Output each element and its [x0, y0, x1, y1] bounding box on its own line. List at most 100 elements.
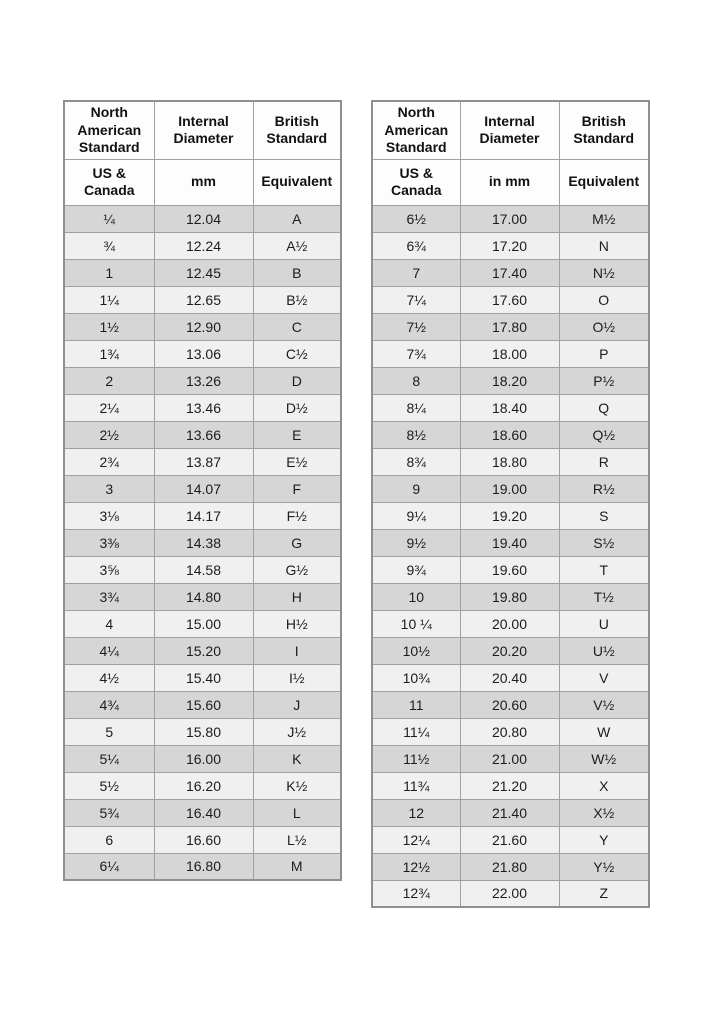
table-cell: T: [558, 555, 650, 584]
table-cell: 21.80: [459, 852, 560, 881]
table-cell: 9¾: [371, 555, 461, 584]
table-row: 2¾ 13.87 E½: [63, 447, 342, 476]
table-cell: 3⅝: [63, 555, 155, 584]
table-cell: G½: [252, 555, 342, 584]
table-cell: E: [252, 420, 342, 449]
subheader-equivalent: Equivalent: [558, 158, 650, 206]
table-row: 11¾ 21.20 X: [371, 771, 650, 800]
column-header-north-american-standard: North American Standard: [371, 100, 461, 160]
table-cell: K½: [252, 771, 342, 800]
table-cell: 9½: [371, 528, 461, 557]
column-header-british-standard: British Standard: [558, 100, 650, 160]
table-cell: G: [252, 528, 342, 557]
table-cell: 14.80: [153, 582, 254, 611]
column-header-north-american-standard: North American Standard: [63, 100, 155, 160]
table-cell: 12.24: [153, 231, 254, 260]
subheader-row: US & Canada mm Equivalent: [63, 158, 342, 206]
table-cell: 8¼: [371, 393, 461, 422]
table-cell: 6: [63, 825, 155, 854]
table-cell: R½: [558, 474, 650, 503]
table-cell: 2¾: [63, 447, 155, 476]
table-row: 8 18.20 P½: [371, 366, 650, 395]
table-row: 6½ 17.00 M½: [371, 204, 650, 233]
table-cell: C: [252, 312, 342, 341]
table-cell: 11½: [371, 744, 461, 773]
table-row: 2¼ 13.46 D½: [63, 393, 342, 422]
table-cell: 8½: [371, 420, 461, 449]
table-row: 3⅜ 14.38 G: [63, 528, 342, 557]
table-cell: 2½: [63, 420, 155, 449]
table-cell: 20.20: [459, 636, 560, 665]
table-row: 3 14.07 F: [63, 474, 342, 503]
table-cell: ¼: [63, 204, 155, 233]
table-cell: 11: [371, 690, 461, 719]
table-cell: E½: [252, 447, 342, 476]
subheader-in-mm: in mm: [459, 158, 560, 206]
table-cell: D½: [252, 393, 342, 422]
table-row: 4¾ 15.60 J: [63, 690, 342, 719]
table-cell: T½: [558, 582, 650, 611]
table-row: 7½ 17.80 O½: [371, 312, 650, 341]
table-cell: 18.60: [459, 420, 560, 449]
table-cell: 3⅜: [63, 528, 155, 557]
table-row: 4½ 15.40 I½: [63, 663, 342, 692]
table-body-right: 6½ 17.00 M½ 6¾ 17.20 N 7 17.40 N½ 7¼ 17.60 O 7½ 17.80…: [371, 204, 650, 908]
table-cell: 1: [63, 258, 155, 287]
table-cell: Q: [558, 393, 650, 422]
table-cell: I½: [252, 663, 342, 692]
subheader-us-canada: US & Canada: [371, 158, 461, 206]
table-cell: 20.60: [459, 690, 560, 719]
table-cell: 3¾: [63, 582, 155, 611]
table-cell: 5¾: [63, 798, 155, 827]
column-header-british-standard: British Standard: [252, 100, 342, 160]
subheader-equivalent: Equivalent: [252, 158, 342, 206]
table-cell: P: [558, 339, 650, 368]
table-cell: J½: [252, 717, 342, 746]
table-cell: Y: [558, 825, 650, 854]
table-cell: Q½: [558, 420, 650, 449]
table-cell: 13.26: [153, 366, 254, 395]
table-cell: U: [558, 609, 650, 638]
subheader-us-canada: US & Canada: [63, 158, 155, 206]
table-row: 6 16.60 L½: [63, 825, 342, 854]
table-cell: O: [558, 285, 650, 314]
table-row: 5¼ 16.00 K: [63, 744, 342, 773]
table-cell: 16.40: [153, 798, 254, 827]
table-cell: 21.60: [459, 825, 560, 854]
table-cell: 17.00: [459, 204, 560, 233]
table-cell: 4: [63, 609, 155, 638]
table-cell: 6¾: [371, 231, 461, 260]
table-cell: 16.80: [153, 852, 254, 881]
ring-size-table-left: North American Standard Internal Diamete…: [63, 100, 342, 881]
table-cell: I: [252, 636, 342, 665]
table-cell: A½: [252, 231, 342, 260]
table-cell: 7: [371, 258, 461, 287]
table-cell: 21.20: [459, 771, 560, 800]
table-row: 7¾ 18.00 P: [371, 339, 650, 368]
table-cell: 1¼: [63, 285, 155, 314]
table-row: ¾ 12.24 A½: [63, 231, 342, 260]
table-cell: 17.80: [459, 312, 560, 341]
table-row: 8½ 18.60 Q½: [371, 420, 650, 449]
table-cell: V½: [558, 690, 650, 719]
table-cell: A: [252, 204, 342, 233]
table-header-left: North American Standard Internal Diamete…: [63, 100, 342, 206]
table-cell: 17.60: [459, 285, 560, 314]
table-cell: 18.20: [459, 366, 560, 395]
table-cell: 10: [371, 582, 461, 611]
table-row: 11½ 21.00 W½: [371, 744, 650, 773]
table-cell: 10¾: [371, 663, 461, 692]
table-cell: 5: [63, 717, 155, 746]
ring-size-table-right: North American Standard Internal Diamete…: [371, 100, 650, 908]
table-row: 4 15.00 H½: [63, 609, 342, 638]
table-row: 3⅛ 14.17 F½: [63, 501, 342, 530]
table-cell: 16.60: [153, 825, 254, 854]
table-cell: 19.80: [459, 582, 560, 611]
table-row: 1½ 12.90 C: [63, 312, 342, 341]
table-cell: K: [252, 744, 342, 773]
table-body-left: ¼ 12.04 A ¾ 12.24 A½ 1 12.45 B 1¼ 12.65 B½ 1½ 12.90 C 1…: [63, 204, 342, 881]
table-row: 8¾ 18.80 R: [371, 447, 650, 476]
table-cell: 19.40: [459, 528, 560, 557]
table-row: 10 ¼ 20.00 U: [371, 609, 650, 638]
table-cell: 1¾: [63, 339, 155, 368]
